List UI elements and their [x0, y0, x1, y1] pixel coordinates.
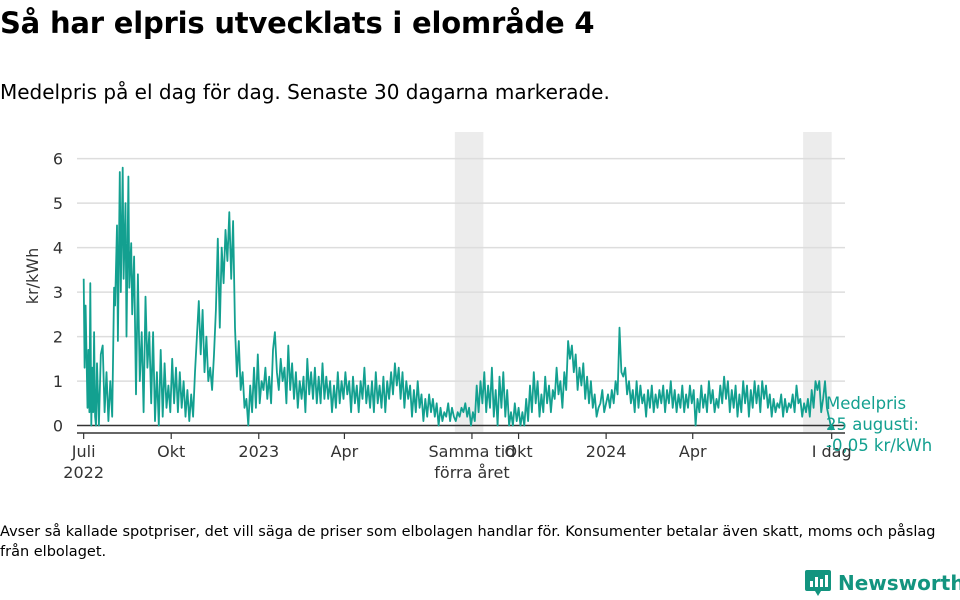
x-tick-label: Okt: [505, 442, 533, 461]
footnote: Avser så kallade spotpriser, det vill sä…: [0, 524, 936, 560]
highlight-band: [454, 132, 484, 432]
newsworthy-brand[interactable]: Newsworthy: [804, 568, 960, 598]
newsworthy-logo-icon: [805, 570, 831, 596]
y-tick-label: 4: [53, 239, 63, 258]
annotation-line: 25 augusti:: [826, 415, 919, 434]
annotation-line: -0,05 kr/kWh: [826, 436, 932, 455]
chart-title: Så har elpris utvecklats i elområde 4: [0, 6, 595, 40]
annotation-line: Medelpris: [826, 394, 906, 413]
x-axis: Juli 2022 Okt 2023 Apr Samma tid förra året Okt…: [63, 424, 852, 482]
x-tick-label: I dag: [812, 442, 852, 461]
y-axis-label: kr/kWh: [23, 248, 42, 304]
price-series: [82, 166, 833, 429]
y-tick-label: 1: [53, 372, 63, 391]
y-tick-labels: 0 1 2 3 4 5 6: [53, 150, 63, 436]
y-tick-label: 3: [53, 283, 63, 302]
y-tick-label: 5: [53, 194, 63, 213]
chart-subtitle: Medelpris på el dag för dag. Senaste 30 …: [0, 80, 610, 104]
y-tick-label: 0: [53, 417, 63, 436]
latest-point: [829, 425, 835, 431]
x-tick-label: Juli: [71, 442, 96, 461]
x-tick-label: Apr: [331, 442, 359, 461]
x-tick-label: förra året: [434, 463, 509, 482]
highlight-band: [803, 132, 832, 432]
x-tick-label: Apr: [679, 442, 707, 461]
price-line-chart: 0 1 2 3 4 5 6 kr/kWh Juli 2022 Okt 2023 Apr Samma t…: [23, 132, 932, 482]
x-tick-label: 2022: [63, 463, 104, 482]
x-tick-label: 2024: [586, 442, 627, 461]
x-tick-label: Samma tid: [428, 442, 515, 461]
brand-name: Newsworthy: [838, 571, 960, 595]
y-tick-label: 6: [53, 150, 63, 169]
y-tick-label: 2: [53, 328, 63, 347]
highlight-bands: [454, 132, 832, 432]
x-tick-label: 2023: [238, 442, 279, 461]
y-gridlines: [77, 157, 845, 382]
price-line: [82, 166, 833, 429]
x-tick-label: Okt: [157, 442, 185, 461]
latest-price-annotation: Medelpris 25 augusti: -0,05 kr/kWh: [826, 394, 932, 455]
